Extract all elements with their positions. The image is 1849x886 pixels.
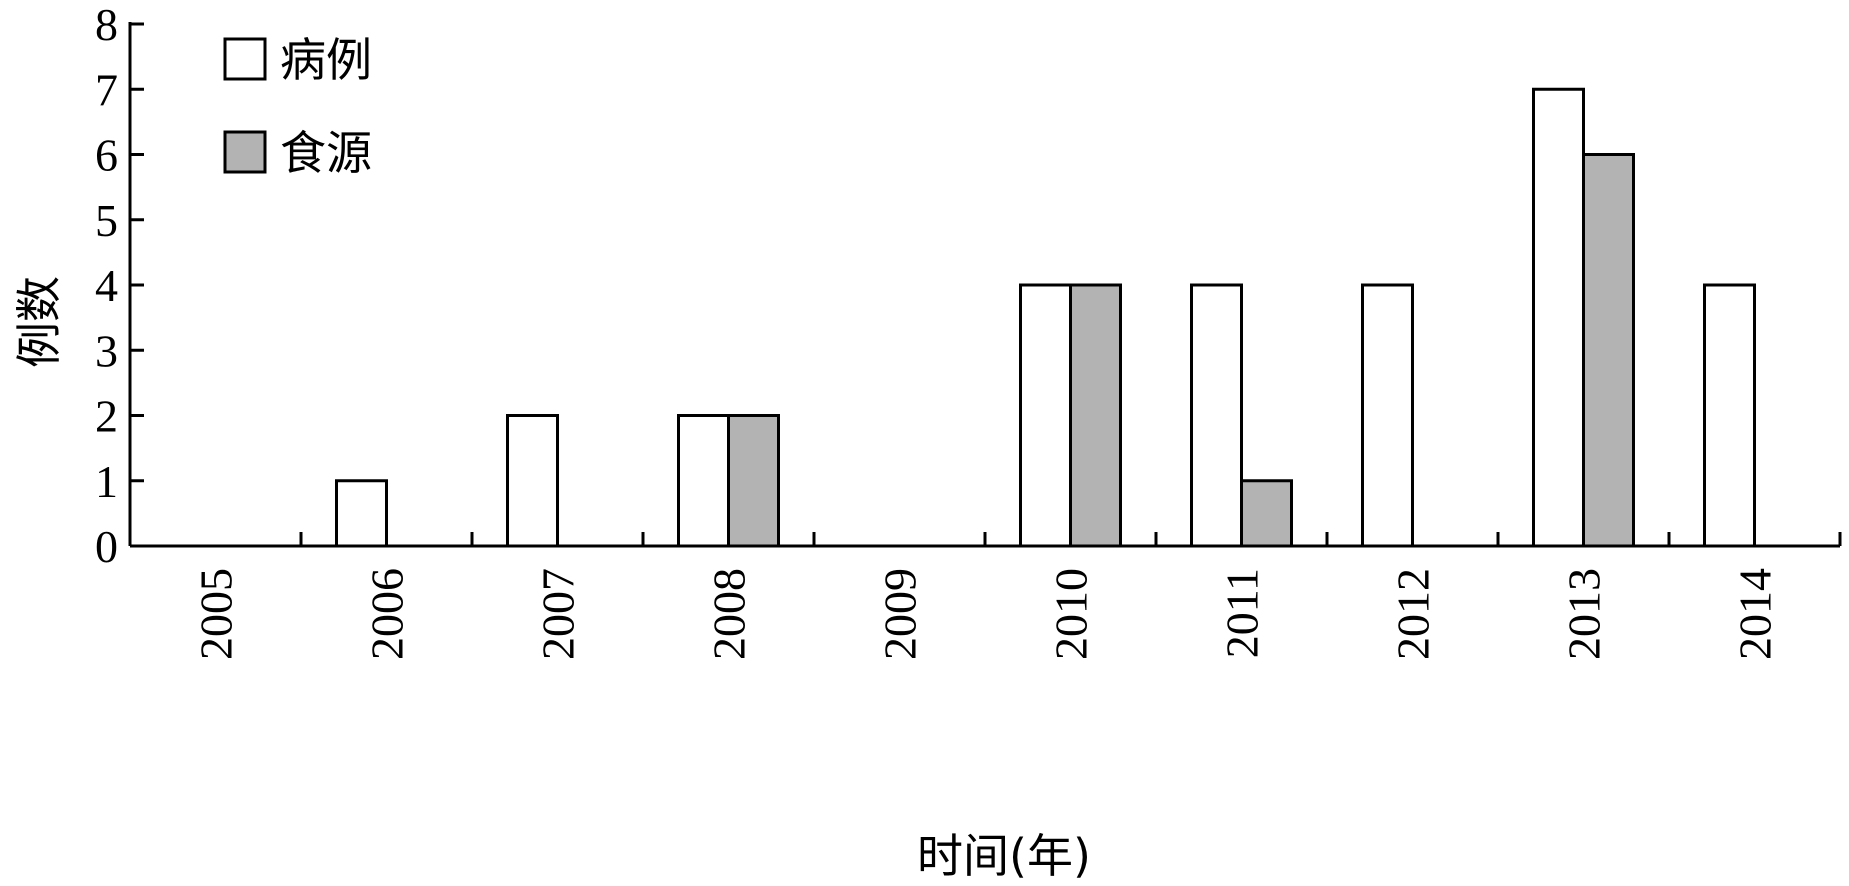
y-tick-label: 7	[95, 64, 118, 115]
x-ticks-layer: 2005 2006 2007 2008 2009 2010 2011 2012 2013 2014	[128, 532, 1842, 660]
legend-swatch-cases	[223, 37, 267, 81]
y-tick-label: 1	[95, 456, 118, 507]
y-tick-label: 3	[95, 325, 118, 376]
bars-layer	[335, 87, 1756, 548]
x-tick-label-2014: 2014	[1730, 568, 1781, 660]
y-tick-label: 6	[95, 130, 118, 181]
bar-food-2013	[1582, 153, 1635, 548]
x-tick-label-2008: 2008	[704, 568, 755, 660]
bar-cases-2011	[1190, 283, 1243, 548]
bar-cases-2008	[677, 414, 730, 548]
x-tick-label-2013: 2013	[1559, 568, 1610, 660]
legend-label-cases: 病例	[280, 33, 372, 87]
bar-cases-2006	[335, 479, 388, 548]
x-tick-label-2006: 2006	[362, 568, 413, 660]
legend-label-food: 食源	[280, 126, 372, 180]
y-tick-label: 0	[95, 521, 118, 572]
x-tick-label-2011: 2011	[1217, 568, 1268, 658]
bar-food-2008	[727, 414, 780, 548]
legend-swatch-food	[223, 130, 267, 174]
y-ticks-layer: 0 1 2 3 4 5 6 7 8	[95, 0, 144, 572]
x-tick-label-2010: 2010	[1046, 568, 1097, 660]
bar-food-2011	[1240, 479, 1293, 548]
bar-cases-2013	[1532, 87, 1585, 548]
bar-food-2010	[1069, 283, 1122, 548]
y-tick-label: 4	[95, 260, 118, 311]
bar-cases-2014	[1703, 283, 1756, 548]
x-tick-label-2007: 2007	[533, 568, 584, 660]
x-axis-title: 时间(年)	[917, 829, 1091, 883]
x-tick-label-2012: 2012	[1388, 568, 1439, 660]
bar-cases-2007	[506, 414, 559, 548]
y-tick-label: 5	[95, 195, 118, 246]
y-tick-label: 2	[95, 391, 118, 442]
y-axis-title: 例数	[12, 276, 66, 368]
bar-cases-2012	[1361, 283, 1414, 548]
bar-cases-2010	[1019, 283, 1072, 548]
y-tick-label: 8	[95, 0, 118, 50]
x-tick-label-2005: 2005	[191, 568, 242, 660]
x-tick-label-2009: 2009	[875, 568, 926, 660]
